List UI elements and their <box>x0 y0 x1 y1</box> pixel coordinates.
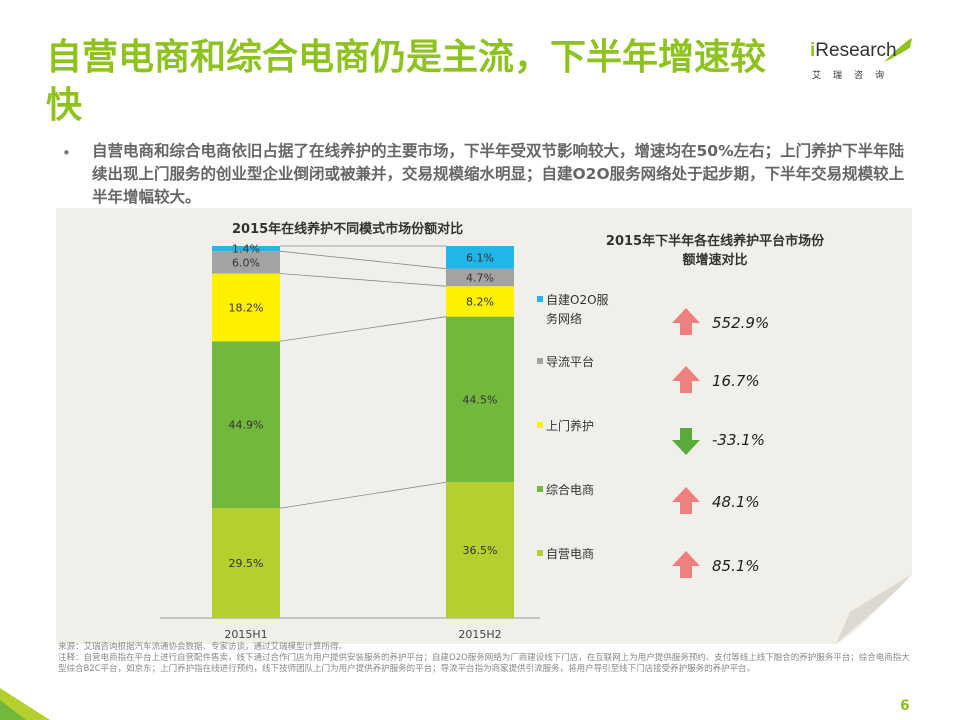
bar-segment <box>446 482 514 618</box>
bar-segment <box>212 273 280 342</box>
bar-segment <box>446 286 514 317</box>
data-label: 1.4% <box>232 243 260 256</box>
bar-segment <box>212 251 280 274</box>
connector-line <box>279 273 447 287</box>
data-label: 6.1% <box>466 251 494 264</box>
legend-item-self-ecommerce: 自营电商 <box>537 542 595 566</box>
page-curl-shape <box>836 574 912 644</box>
growth-row-general-ecommerce: 48.1% <box>670 484 830 524</box>
up-arrow-icon <box>672 551 700 578</box>
bar-segment <box>212 508 280 618</box>
growth-value: 85.1% <box>712 557 760 575</box>
legend-item-o2o: 自建O2O服 务网络 <box>537 288 609 326</box>
x-tick-label: 2015H1 <box>224 628 267 641</box>
up-arrow-icon <box>672 308 700 335</box>
data-label: 36.5% <box>463 544 498 557</box>
legend-label: 导流平台 <box>546 355 595 369</box>
slide-title: 自营电商和综合电商仍是主流，下半年增速较快 <box>46 37 767 126</box>
legend-swatch <box>537 296 543 302</box>
bar-segment <box>212 246 280 252</box>
footer-notes: 来源：艾瑞咨询根据汽车流通协会数据、专家访谈，通过艾瑞模型计算所得。 注释：自营… <box>58 642 910 675</box>
data-label: 8.2% <box>466 295 494 308</box>
legend-label: 上门养护 <box>546 419 595 433</box>
connector-line <box>279 250 447 270</box>
legend-item-general-ecommerce: 综合电商 <box>537 478 595 502</box>
footer-source: 来源：艾瑞咨询根据汽车流通协会数据、专家访谈，通过艾瑞模型计算所得。 <box>58 642 348 652</box>
data-label: 4.7% <box>466 271 494 284</box>
bar-segment <box>446 268 514 287</box>
iresearch-logo: iResearch 艾瑞咨询 <box>808 38 918 86</box>
data-label: 18.2% <box>229 301 264 314</box>
growth-row-self-ecommerce: 85.1% <box>670 548 830 588</box>
legend-label: 自营电商 <box>546 547 595 561</box>
data-label: 44.5% <box>463 393 498 406</box>
summary-bullet: 自营电商和综合电商依旧占据了在线养护的主要市场，下半年受双节影响较大，增速均在5… <box>92 142 905 206</box>
growth-chart-title: 2015年下半年各在线养护平台市场份额增速对比 <box>605 234 825 268</box>
up-arrow-icon <box>672 366 700 393</box>
legend-label-line2: 务网络 <box>546 312 583 326</box>
x-tick-label: 2015H2 <box>458 628 501 641</box>
data-label: 6.0% <box>232 256 260 269</box>
bar-segment <box>446 246 514 269</box>
page-number: 6 <box>900 698 910 714</box>
bar-segment <box>446 316 514 483</box>
growth-row-onsite: -33.1% <box>670 422 830 462</box>
bar-segment <box>212 341 280 509</box>
logo-text: iResearch <box>810 40 897 61</box>
growth-value: 48.1% <box>712 493 760 511</box>
legend-label: 综合电商 <box>546 483 595 497</box>
connector-line <box>279 316 447 342</box>
legend-item-onsite: 上门养护 <box>537 414 595 438</box>
growth-value: -33.1% <box>712 431 766 449</box>
connector-line <box>279 481 447 509</box>
page-curl-shadow <box>836 574 912 644</box>
up-arrow-icon <box>672 487 700 514</box>
legend-swatch <box>537 486 543 492</box>
growth-value: 16.7% <box>712 372 760 390</box>
growth-row-o2o: 552.9% <box>670 305 830 345</box>
footer-note: 注释：自营电商指在平台上进行自营配件售卖，线下通过合作门店为用户提供安装服务的养… <box>58 653 910 674</box>
logo-subtitle: 艾瑞咨询 <box>812 71 897 81</box>
data-label: 44.9% <box>229 419 264 432</box>
growth-value: 552.9% <box>712 314 770 332</box>
legend-label: 自建O2O服 <box>546 293 609 307</box>
data-label: 29.5% <box>229 557 264 570</box>
growth-row-traffic: 16.7% <box>670 363 830 403</box>
legend-swatch <box>537 422 543 428</box>
corner-decoration <box>0 688 50 720</box>
down-arrow-icon <box>672 428 700 455</box>
legend-swatch <box>537 358 543 364</box>
bullet-dot: • <box>62 144 71 162</box>
legend-item-traffic: 导流平台 <box>537 350 595 374</box>
stacked-chart-title: 2015年在线养护不同模式市场份额对比 <box>232 222 464 237</box>
logo-swoosh-icon <box>884 38 912 62</box>
legend-swatch <box>537 550 543 556</box>
